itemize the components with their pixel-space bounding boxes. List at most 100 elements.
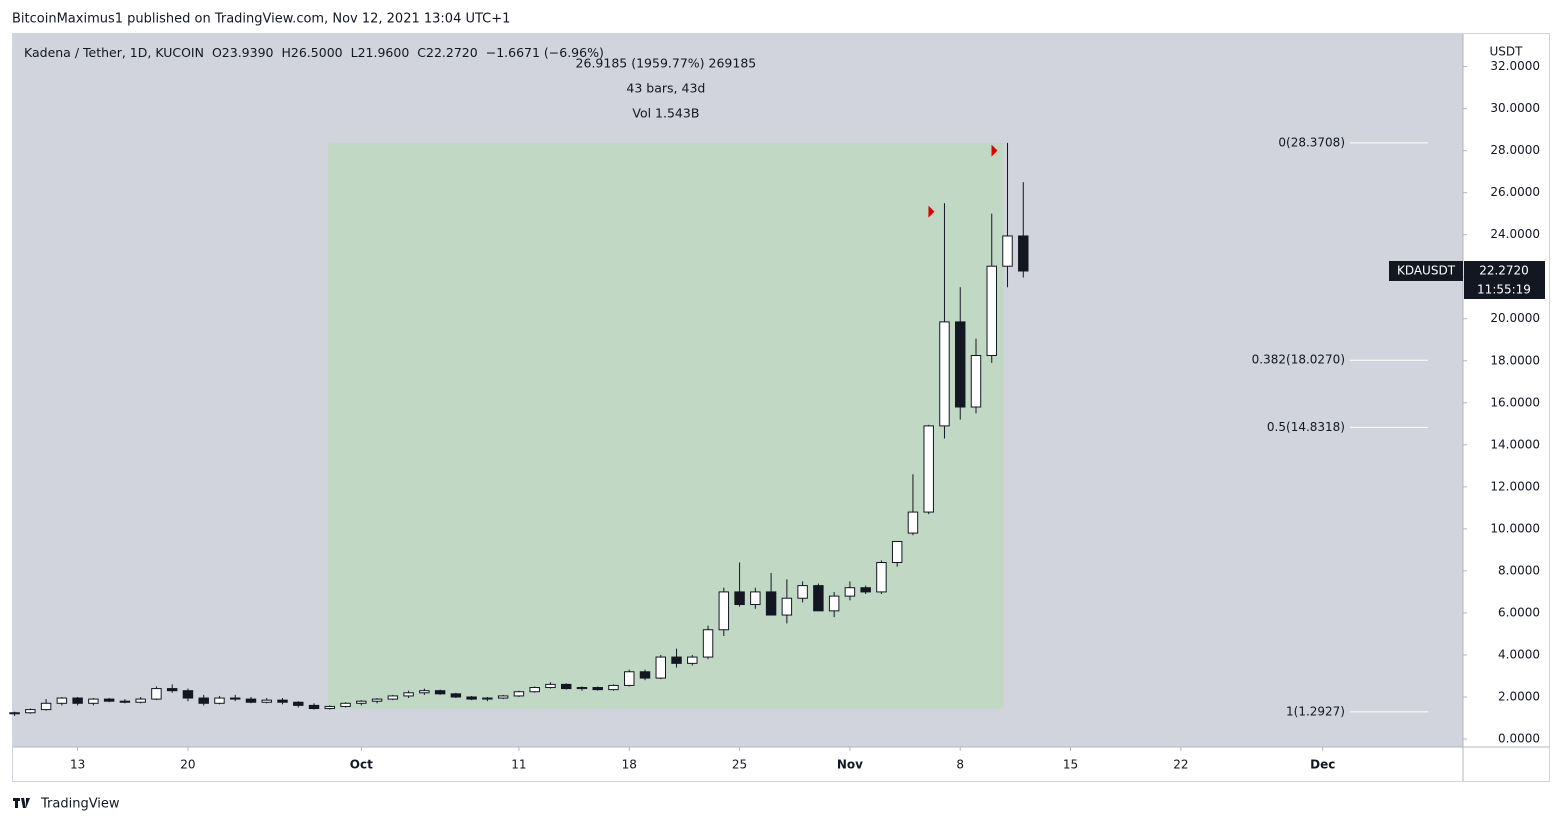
candle-body	[308, 704, 320, 710]
candle-body	[765, 591, 777, 616]
candle-body	[72, 697, 83, 704]
l-value: 21.9600	[358, 45, 410, 60]
candle-body	[497, 695, 509, 699]
candle	[277, 698, 288, 705]
candle-body	[356, 700, 367, 704]
y-tick-label: 20.0000	[1490, 311, 1540, 325]
y-tick-label: 18.0000	[1490, 353, 1540, 367]
axis-title-bg	[1464, 34, 1549, 70]
candle	[166, 684, 178, 693]
candle-body	[923, 425, 934, 513]
candle	[813, 583, 824, 612]
y-tick-label: 2.0000	[1498, 689, 1540, 703]
candle-body	[403, 692, 414, 697]
candle	[324, 705, 336, 710]
change: −1.6671 (−6.96%)	[486, 45, 604, 60]
candle-body	[466, 696, 477, 700]
x-tick-label: 18	[622, 758, 637, 772]
candle-body	[560, 683, 572, 690]
signal-marker	[928, 205, 935, 218]
candle-body	[198, 697, 209, 704]
fib-label: 0.382(18.0270)	[1252, 353, 1345, 367]
y-tick-label: 32.0000	[1490, 59, 1540, 73]
candle	[308, 703, 320, 710]
candle	[261, 698, 272, 704]
price-tag	[1464, 260, 1545, 299]
candle-body	[419, 690, 430, 694]
l-label: L	[351, 45, 358, 60]
candle	[655, 654, 666, 680]
candle	[702, 625, 714, 660]
candle-body	[655, 656, 666, 679]
y-tick-label: 8.0000	[1498, 563, 1540, 577]
candle	[88, 698, 99, 706]
x-tick-label: 8	[956, 758, 964, 772]
y-tick-label: 30.0000	[1490, 101, 1540, 115]
candle-body	[371, 698, 383, 702]
symbol-title: Kadena / Tether, 1D, KUCOIN	[24, 45, 204, 60]
y-tick-label: 24.0000	[1490, 227, 1540, 241]
candle	[293, 701, 304, 708]
candle	[245, 696, 257, 704]
range-stat: 43 bars, 43d	[626, 81, 705, 96]
candle	[25, 708, 36, 714]
symbol-tag	[1389, 260, 1463, 281]
candle	[497, 694, 509, 700]
candle-body	[687, 656, 698, 664]
candle-body	[529, 687, 540, 693]
candle-body	[434, 690, 446, 695]
candle-body	[797, 585, 808, 599]
fib-label: 0.5(14.8318)	[1267, 420, 1345, 434]
price-tag-label: 22.2720	[1479, 263, 1529, 277]
candle-body	[277, 699, 288, 703]
candle	[403, 690, 414, 699]
candle	[135, 696, 146, 704]
candle	[576, 686, 588, 691]
c-value: 22.2720	[426, 45, 478, 60]
fib-label: 1(1.2927)	[1286, 704, 1345, 718]
candle-body	[119, 700, 131, 703]
y-tick-label: 16.0000	[1490, 395, 1540, 409]
candle-body	[545, 683, 556, 689]
h-label: H	[282, 45, 291, 60]
symbol-tag-label: KDAUSDT	[1397, 263, 1456, 277]
x-tick-label: 22	[1173, 758, 1188, 772]
candle	[182, 688, 194, 702]
y-tick-label: 10.0000	[1490, 521, 1540, 535]
candle	[828, 591, 840, 618]
fib-label: 0(28.3708)	[1278, 135, 1345, 149]
range-box	[328, 142, 1004, 709]
countdown: 11:55:19	[1477, 282, 1531, 296]
candle-body	[245, 698, 257, 703]
candle	[1002, 142, 1013, 288]
candle-body	[1002, 235, 1013, 267]
x-tick-label: 15	[1063, 758, 1078, 772]
candle-body	[324, 705, 336, 710]
y-tick-label: 6.0000	[1498, 605, 1540, 619]
h-value: 26.5000	[291, 45, 343, 60]
candle	[639, 669, 651, 681]
candle	[1018, 182, 1029, 278]
candle	[970, 338, 982, 414]
x-tick-label: 20	[180, 758, 195, 772]
candle-body	[750, 591, 761, 606]
candle	[781, 579, 793, 624]
candle	[797, 581, 808, 603]
range-stat: Vol 1.543B	[632, 106, 699, 121]
candle	[56, 696, 68, 706]
candle-body	[103, 698, 115, 702]
candle	[560, 683, 572, 690]
y-tick-label: 0.0000	[1498, 732, 1540, 746]
candle-body	[151, 688, 162, 700]
candle	[340, 702, 351, 708]
candle-body	[166, 688, 178, 692]
candle	[624, 669, 635, 687]
x-tick-label: 25	[732, 758, 747, 772]
footer-logo	[13, 798, 30, 808]
candle	[151, 686, 162, 701]
candle-body	[25, 709, 36, 714]
candle	[860, 585, 871, 595]
candle	[371, 698, 383, 704]
o-value: 23.9390	[222, 45, 274, 60]
